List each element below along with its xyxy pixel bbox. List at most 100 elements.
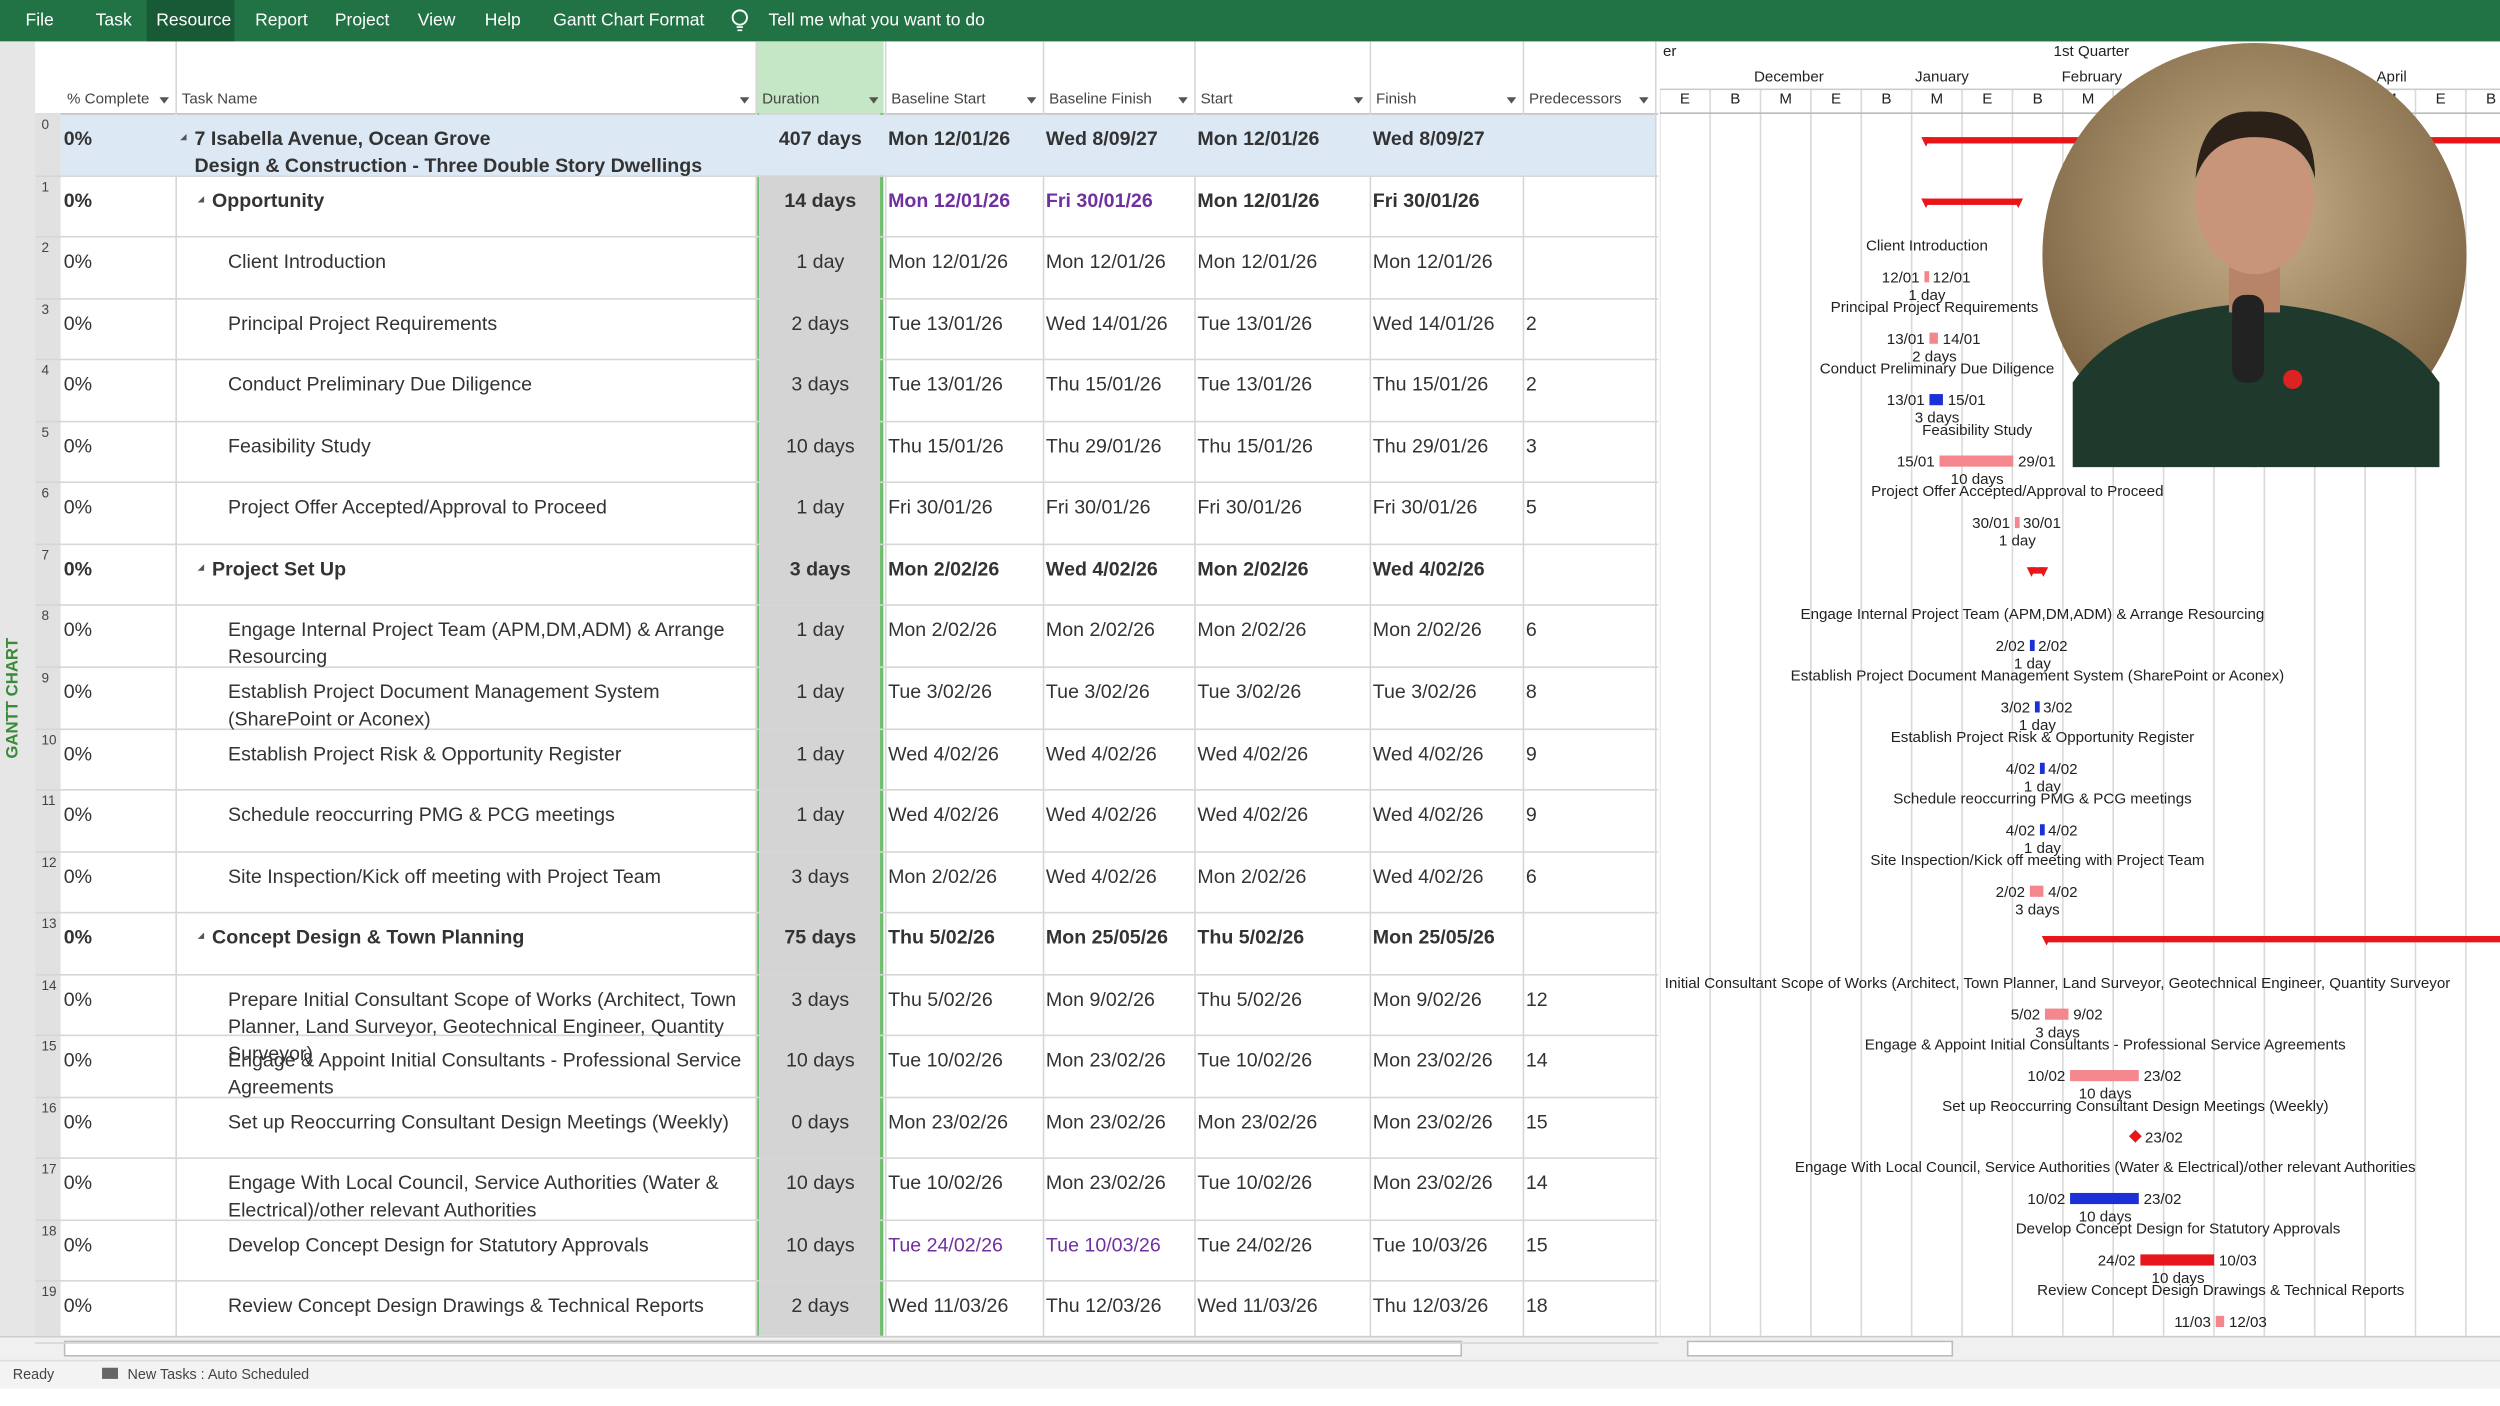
bar-start-date: 2/02 [1996, 638, 2025, 655]
bar-duration: 1 day [2019, 717, 2056, 734]
cell-name: Engage & Appoint Initial Consultants - P… [227, 1049, 742, 1099]
scroll-thumb[interactable] [63, 1340, 1463, 1357]
cell-finish: Mon 23/02/26 [1372, 1049, 1493, 1072]
cell-finish: Fri 30/01/26 [1372, 496, 1478, 519]
bar-start-date: 24/02 [2098, 1253, 2136, 1270]
status-text: Ready [12, 1366, 55, 1383]
cell-predecessors: 12 [1525, 987, 1548, 1011]
cell-name: Set up Reoccurring Consultant Design Mee… [227, 1110, 729, 1134]
menu-item[interactable]: Task [95, 11, 132, 31]
row-line [35, 481, 1659, 484]
column-header[interactable]: Baseline Start [891, 90, 986, 109]
column-header[interactable]: % Complete [66, 90, 150, 109]
cell-start: Tue 10/02/26 [1197, 1049, 1313, 1072]
column-header[interactable]: Task Name [181, 90, 258, 109]
dropdown-arrow[interactable] [1353, 97, 1364, 104]
cell-duration: 3 days [791, 987, 850, 1011]
collapse-toggle[interactable] [197, 195, 205, 202]
row-line [35, 297, 1659, 300]
timescale-top: 1st Quarter [2054, 43, 2130, 60]
row-line [35, 604, 1659, 607]
row-line [35, 1280, 1659, 1283]
cell-start: Tue 13/01/26 [1197, 311, 1313, 335]
cell-baseline-finish: Mon 12/01/26 [1045, 250, 1166, 273]
bar-finish-date: 4/02 [2048, 761, 2077, 778]
cell-complete: 0% [63, 373, 93, 396]
bar-start-date: 12/01 [1882, 269, 1920, 286]
bar-start-date: 3/02 [2001, 699, 2030, 716]
cell-duration: 1 day [796, 680, 845, 703]
menu-item[interactable]: Report [255, 11, 308, 31]
task-bar [2014, 516, 2020, 529]
cell-name: Schedule reoccurring PMG & PCG meetings [227, 803, 615, 826]
bar-finish-date: 4/02 [2048, 822, 2077, 839]
dropdown-arrow[interactable] [1506, 97, 1517, 104]
timescale-third: E [1982, 91, 1992, 108]
cell-baseline-finish: Wed 4/02/26 [1045, 742, 1157, 765]
cell-baseline-start: Mon 2/02/26 [888, 557, 1000, 581]
column-header[interactable]: Baseline Finish [1049, 90, 1152, 109]
cell-start: Mon 2/02/26 [1197, 557, 1309, 581]
cell-predecessors: 2 [1525, 311, 1537, 335]
menu-item[interactable]: Gantt Chart Format [553, 11, 705, 31]
cell-complete: 0% [63, 680, 93, 703]
task-bar [2215, 1315, 2225, 1328]
row-line [35, 174, 1659, 177]
cell-duration: 1 day [796, 803, 845, 826]
bar-duration: 10 days [2079, 1209, 2132, 1226]
menu-item[interactable]: Project [334, 11, 390, 31]
cell-start: Fri 30/01/26 [1197, 496, 1303, 519]
scroll-thumb[interactable] [1686, 1340, 1954, 1357]
menu-item[interactable]: Help [484, 11, 521, 31]
collapse-toggle[interactable] [180, 133, 187, 141]
collapse-toggle[interactable] [197, 564, 205, 571]
column-header[interactable]: Finish [1375, 90, 1417, 109]
cell-baseline-start: Tue 3/02/26 [888, 680, 993, 703]
menu-item[interactable]: View [417, 11, 456, 31]
column-header[interactable]: Start [1200, 90, 1233, 109]
bar-start-date: 5/02 [2011, 1007, 2040, 1024]
bar-label: Develop Concept Design for Statutory App… [2016, 1221, 2341, 1238]
cell-predecessors: 14 [1525, 1049, 1548, 1072]
dropdown-arrow[interactable] [1639, 97, 1649, 104]
menu-item[interactable]: Tell me what you want to do [768, 11, 985, 31]
dropdown-arrow[interactable] [739, 97, 750, 104]
collapse-toggle[interactable] [197, 932, 205, 940]
column-divider [755, 41, 758, 1336]
row-number: 12 [41, 853, 57, 870]
cell-finish: Wed 8/09/27 [1372, 127, 1485, 150]
menu-item[interactable]: Resource [156, 11, 232, 31]
cell-complete: 0% [63, 742, 93, 765]
cell-duration: 3 days [789, 557, 851, 581]
cell-name: Establish Project Risk & Opportunity Reg… [227, 742, 622, 765]
dropdown-arrow[interactable] [159, 97, 170, 104]
row-number: 14 [41, 976, 57, 993]
row-number: 6 [41, 485, 50, 502]
summary-cap [2038, 567, 2049, 577]
cell-start: Mon 23/02/26 [1197, 1110, 1318, 1134]
cell-start: Thu 5/02/26 [1197, 926, 1305, 949]
bar-label: Engage With Local Council, Service Autho… [1795, 1159, 2416, 1176]
cell-predecessors: 5 [1525, 496, 1537, 519]
cell-finish: Thu 15/01/26 [1372, 373, 1489, 396]
cell-baseline-start: Tue 13/01/26 [888, 311, 1003, 335]
cell-start: Wed 4/02/26 [1197, 803, 1309, 826]
status-bar [0, 1359, 2500, 1391]
task-bar [1924, 271, 1930, 283]
row-number: 15 [41, 1038, 57, 1055]
dropdown-arrow[interactable] [868, 97, 879, 104]
dropdown-arrow[interactable] [1026, 97, 1037, 104]
cell-start: Tue 13/01/26 [1197, 373, 1313, 396]
bar-label: Project Offer Accepted/Approval to Proce… [1871, 483, 2163, 500]
row-header-column [35, 113, 61, 1336]
cell-duration: 10 days [785, 1049, 855, 1072]
cell-finish: Mon 12/01/26 [1372, 250, 1493, 273]
row-number: 17 [41, 1161, 57, 1177]
dropdown-arrow[interactable] [1178, 97, 1188, 104]
column-header[interactable]: Predecessors [1529, 90, 1622, 109]
column-header[interactable]: Duration [762, 90, 820, 109]
menu-item[interactable]: File [25, 11, 54, 31]
bar-label: Set up Reoccurring Consultant Design Mee… [1942, 1098, 2328, 1115]
summary-cap [1921, 198, 1931, 209]
cell-name: Project Offer Accepted/Approval to Proce… [227, 496, 607, 519]
